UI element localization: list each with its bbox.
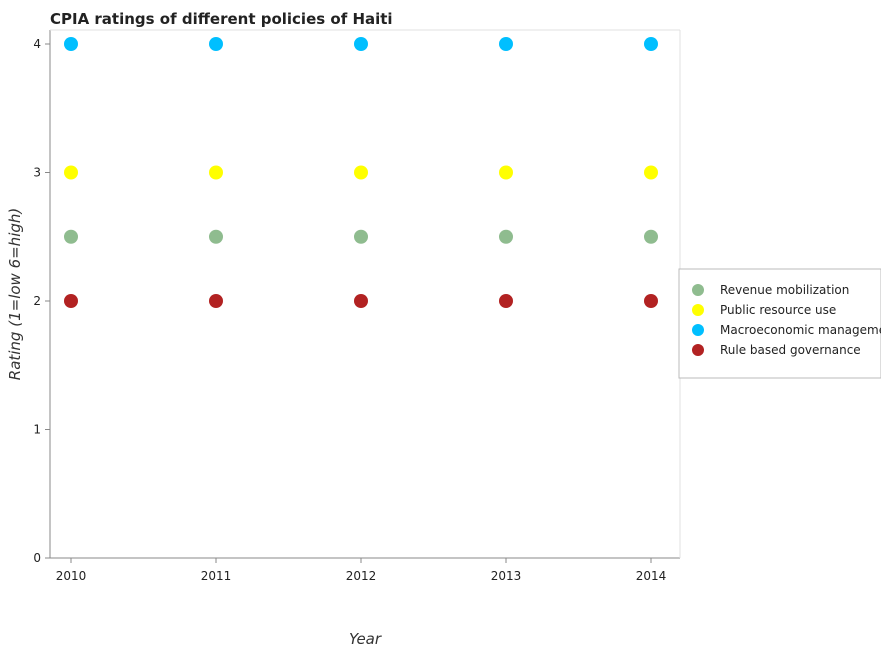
data-point [644, 229, 658, 244]
legend-label: Public resource use [720, 303, 836, 317]
data-point [644, 165, 658, 180]
y-tick-label: 0 [33, 551, 41, 565]
data-point [64, 37, 78, 51]
data-point [499, 165, 513, 180]
data-point [499, 37, 513, 51]
y-ticks: 0 1 2 3 4 [33, 37, 50, 565]
data-point [209, 165, 223, 180]
y-tick-label: 4 [33, 37, 41, 51]
data-point [209, 294, 223, 308]
data-point [64, 229, 78, 244]
legend: Revenue mobilization Public resource use M… [678, 268, 881, 379]
legend-label: Rule based governance [720, 343, 861, 357]
legend-marker [692, 284, 704, 296]
legend-label: Macroeconomic management [720, 323, 881, 337]
plot-area [50, 30, 680, 558]
x-tick-label: 2011 [201, 569, 232, 583]
data-point [644, 37, 658, 51]
y-tick-label: 3 [33, 166, 41, 180]
data-point [499, 294, 513, 308]
chart-title: CPIA ratings of different policies of Ha… [50, 10, 393, 28]
data-points [64, 37, 658, 308]
y-tick-label: 1 [33, 423, 41, 437]
legend-label: Revenue mobilization [720, 283, 849, 297]
data-point [354, 294, 368, 308]
data-point [354, 37, 368, 51]
y-axis-label: Rating (1=low 6=high) [6, 208, 24, 380]
data-point [64, 294, 78, 308]
data-point [644, 294, 658, 308]
legend-marker [692, 304, 704, 316]
legend-marker [692, 344, 704, 356]
data-point [209, 229, 223, 244]
x-tick-label: 2014 [636, 569, 667, 583]
legend-items: Revenue mobilization Public resource use M… [692, 283, 881, 357]
data-point [64, 165, 78, 180]
data-point [354, 229, 368, 244]
data-point [354, 165, 368, 180]
legend-box [678, 268, 881, 379]
x-tick-label: 2012 [346, 569, 377, 583]
data-point [209, 37, 223, 51]
legend-marker [692, 324, 704, 336]
y-tick-label: 2 [33, 294, 41, 308]
data-point [499, 229, 513, 244]
x-axis-label: Year [349, 630, 382, 648]
x-tick-label: 2013 [491, 569, 522, 583]
x-tick-label: 2010 [56, 569, 87, 583]
x-ticks: 2010 2011 2012 2013 2014 [56, 558, 667, 583]
